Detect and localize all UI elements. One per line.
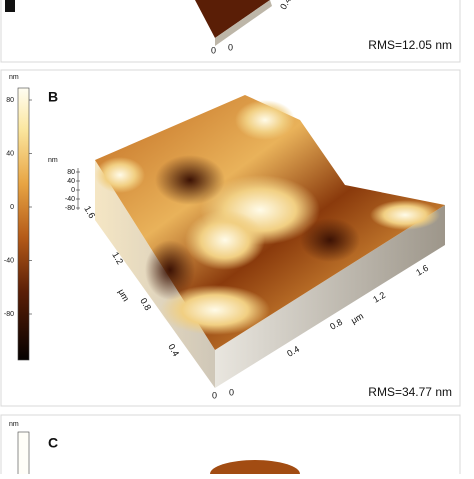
rms-label: RMS=12.05 nm <box>368 38 452 52</box>
z-tick-label: -80 <box>65 205 75 212</box>
z-tick-label: -40 <box>65 196 75 203</box>
colorbar <box>17 87 30 361</box>
colorbar-tick-label: 80 <box>6 97 14 104</box>
z-tick-label: 0 <box>71 187 75 194</box>
colorbar-unit: nm <box>9 421 19 428</box>
panel-letter: C <box>48 435 58 451</box>
origin-label: 0 <box>228 42 233 52</box>
colorbar-fragment <box>5 0 15 12</box>
surface-side <box>215 0 272 46</box>
colorbar-tick-label: 40 <box>6 150 14 157</box>
surface-fragment <box>195 0 270 38</box>
axis-label: 0.4 <box>278 0 293 11</box>
surface-texture <box>95 100 440 335</box>
panel-letter: B <box>48 89 58 105</box>
colorbar <box>17 431 30 479</box>
colorbar-tick-label: 0 <box>10 204 14 211</box>
origin-label: 0 <box>229 387 234 397</box>
colorbar-tick-label: -40 <box>4 257 14 264</box>
colorbar-unit: nm <box>9 74 19 81</box>
origin-label: 0 <box>211 45 216 55</box>
z-tick-label: 40 <box>67 178 75 185</box>
rms-label: RMS=34.77 nm <box>368 385 452 399</box>
colorbar-tick-label: -80 <box>4 311 14 318</box>
surface-right-face <box>215 205 445 388</box>
z-tick-label: 80 <box>67 169 75 176</box>
z-unit: nm <box>48 157 58 164</box>
origin-label: 0 <box>212 390 217 400</box>
